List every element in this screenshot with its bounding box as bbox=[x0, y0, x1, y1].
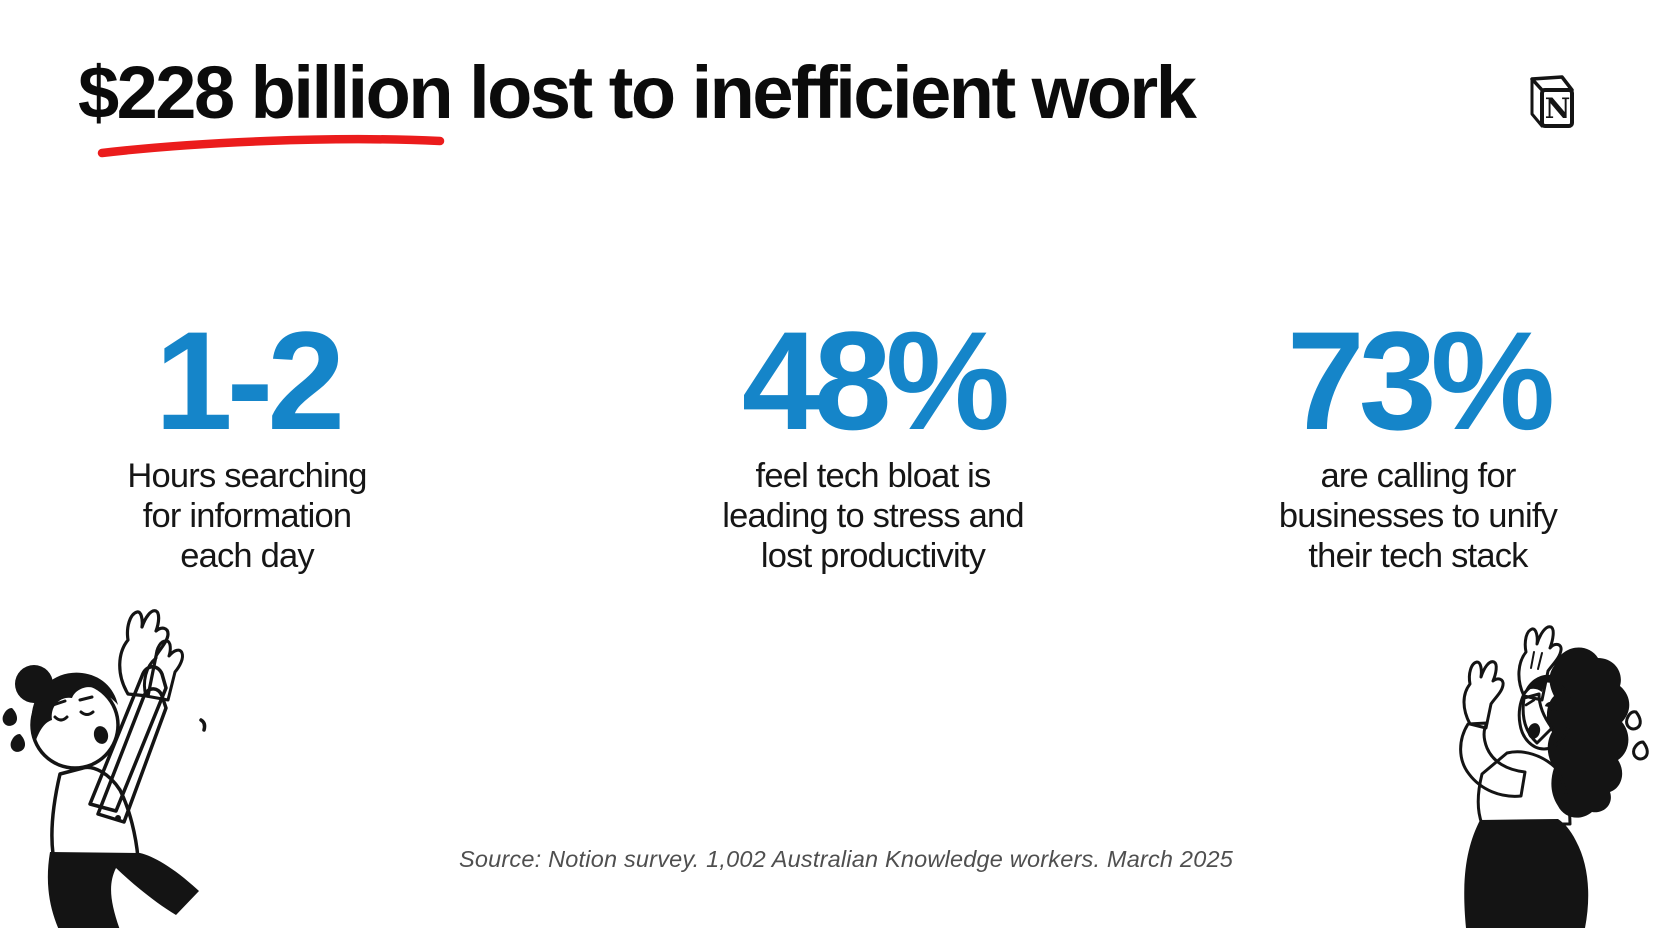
raised-hand-icon bbox=[1462, 660, 1505, 730]
pants bbox=[47, 852, 199, 928]
stat-tech-bloat-line-3: lost productivity bbox=[760, 537, 986, 575]
hair bbox=[31, 672, 118, 740]
stat-tech-bloat: 48% feel tech bloat is leading to stress… bbox=[643, 308, 1103, 576]
stat-tech-bloat-line-1: feel tech bloat is bbox=[755, 457, 992, 495]
title-underline bbox=[97, 134, 445, 158]
stat-hours-value: 1-2 bbox=[154, 302, 345, 459]
raised-hand-icon bbox=[142, 639, 184, 702]
stat-tech-bloat-line-2: leading to stress and bbox=[722, 497, 1024, 535]
open-mouth bbox=[93, 726, 109, 744]
stat-unify-line-2: businesses to unify bbox=[1278, 497, 1558, 535]
motion-tick-icon bbox=[199, 718, 207, 732]
hair-bun bbox=[15, 665, 53, 703]
stat-unify-value: 73% bbox=[1286, 302, 1555, 459]
stat-tech-bloat-description: feel tech bloat is leading to stress and… bbox=[643, 456, 1103, 576]
raised-hand-icon bbox=[118, 609, 170, 698]
notion-logo-letter: N bbox=[1545, 92, 1571, 125]
illustration-overwhelmed-person-icon: ? bbox=[1459, 625, 1649, 928]
stat-unify-line-3: their tech stack bbox=[1308, 537, 1528, 575]
stat-tech-bloat-value: 48% bbox=[741, 302, 1010, 459]
stat-hours-line-2: for information bbox=[142, 497, 352, 535]
patterned-top bbox=[1476, 750, 1572, 826]
open-mouth bbox=[1527, 723, 1541, 739]
stat-hours-line-3: each day bbox=[180, 537, 314, 575]
head bbox=[1517, 679, 1574, 751]
stat-unify-stack: 73% are calling for businesses to unify … bbox=[1188, 308, 1648, 576]
sweat-drop-icon bbox=[2, 708, 18, 726]
source-note: Source: Notion survey. 1,002 Australian … bbox=[458, 845, 1234, 872]
question-mark: ? bbox=[1540, 695, 1562, 728]
hair bbox=[1546, 647, 1630, 818]
page-title: $228 billion lost to inefficient work bbox=[78, 51, 1197, 134]
raised-hand-icon bbox=[1517, 625, 1563, 702]
shirt bbox=[50, 765, 140, 860]
sweat-drop-icon bbox=[10, 734, 26, 752]
stat-unify-line-1: are calling for bbox=[1320, 457, 1516, 495]
illustration-stressed-person-icon bbox=[2, 609, 207, 928]
stat-unify-description: are calling for businesses to unify thei… bbox=[1188, 456, 1648, 576]
stat-hours-description: Hours searching for information each day bbox=[17, 456, 477, 576]
stat-hours-searching: 1-2 Hours searching for information each… bbox=[17, 308, 477, 576]
stat-hours-line-1: Hours searching bbox=[127, 457, 367, 495]
notion-logo-icon: N bbox=[1530, 75, 1574, 128]
skirt bbox=[1464, 819, 1589, 928]
sweat-drop-icon bbox=[1625, 710, 1642, 731]
sweat-drop-icon bbox=[1632, 740, 1649, 761]
